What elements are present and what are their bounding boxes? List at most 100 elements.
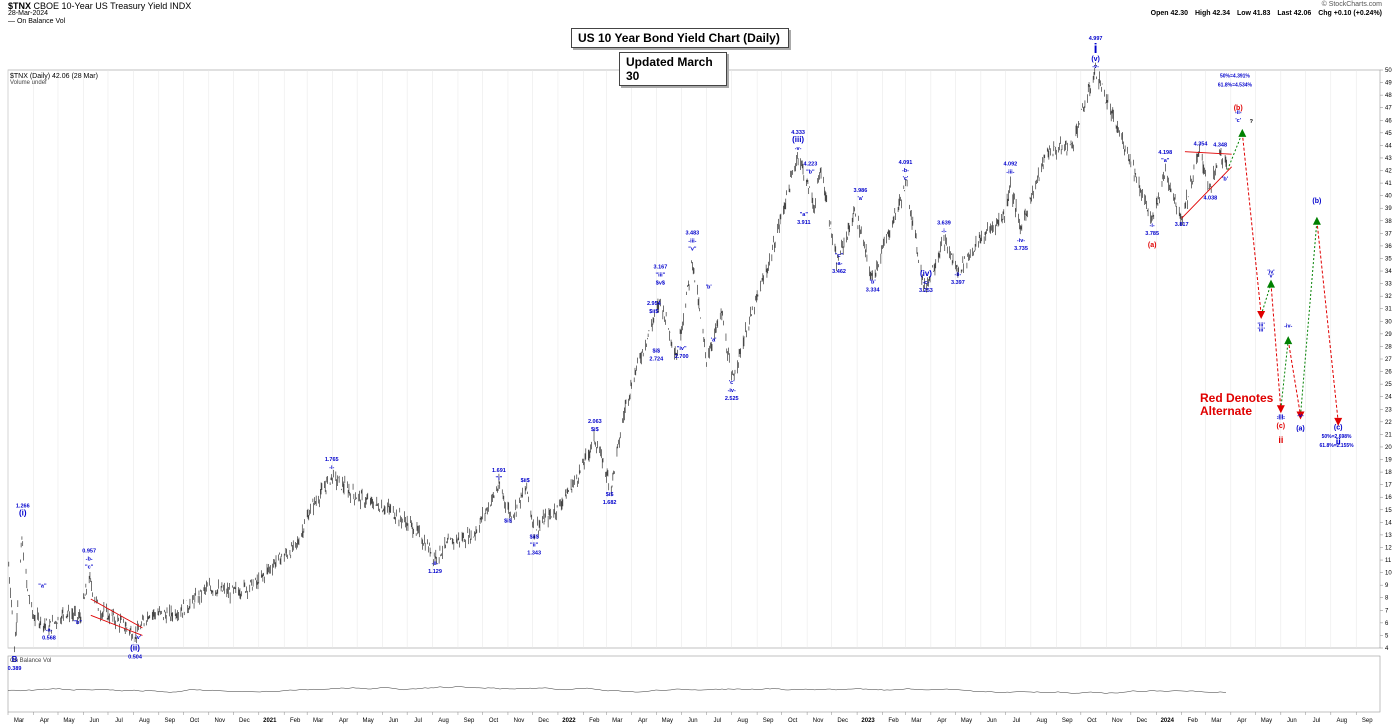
y-tick-label: 27: [1385, 357, 1392, 363]
chart-title: US 10 Year Bond Yield Chart (Daily): [571, 28, 789, 48]
peak-wave-i-label: i: [1094, 40, 1098, 56]
arrow-up-marker: [1284, 336, 1293, 345]
quote-bar: Open 42.30 High 42.34 Low 41.83 Last 42.…: [1146, 10, 1382, 17]
arrow-up-marker: [1238, 128, 1247, 137]
symbol: $TNX: [8, 1, 32, 11]
x-tick-label: Jul: [713, 718, 721, 724]
wave-label: -i-: [941, 229, 946, 235]
y-tick-label: 38: [1385, 219, 1392, 225]
wave-label: (i): [19, 508, 27, 517]
y-tick-label: 24: [1385, 395, 1392, 401]
wave-label: 2.724: [649, 357, 664, 363]
y-tick-label: 16: [1385, 495, 1392, 501]
y-tick-label: 30: [1385, 319, 1392, 325]
x-tick-label: Aug: [438, 718, 449, 724]
x-tick-label: Dec: [1137, 718, 1148, 724]
wave-label: 0.957: [82, 549, 96, 555]
wave-label: 4.348: [1213, 143, 1227, 149]
y-tick-label: 40: [1385, 194, 1392, 200]
alternate-path-c: [1270, 283, 1282, 410]
wave-label: 4.092: [1003, 161, 1017, 167]
wave-label: B: [12, 655, 18, 664]
x-tick-label: Nov: [514, 718, 525, 724]
obv-line: [7, 685, 1227, 694]
y-tick-label: 28: [1385, 344, 1392, 350]
quote-open: Open 42.30: [1150, 10, 1189, 17]
x-tick-label: Apr: [638, 718, 647, 724]
x-tick-label: Jun: [987, 718, 997, 724]
projection-up-ii: [1227, 132, 1243, 170]
wave-label: $ii$: [649, 309, 658, 315]
wave-label: "ii": [530, 543, 539, 549]
alternate-note-line-2: Alternate: [1200, 404, 1253, 418]
triangle-lower-line: [1181, 166, 1232, 219]
x-tick-label: Sep: [1062, 718, 1073, 724]
x-tick-label: Dec: [538, 718, 549, 724]
triangle-upper-line: [1184, 151, 1232, 155]
x-tick-label: May: [662, 718, 673, 724]
arrow-down-marker: [1257, 311, 1266, 320]
arrow-up-marker: [1266, 279, 1275, 288]
x-tick-label: 2021: [263, 718, 277, 724]
wave-label: 3.462: [832, 269, 846, 275]
wave-label: -v-: [795, 146, 802, 152]
label-v: -v-: [1297, 413, 1304, 419]
y-tick-label: 19: [1385, 458, 1392, 464]
y-tick-label: 18: [1385, 470, 1392, 476]
x-tick-label: Oct: [788, 718, 798, 724]
x-tick-label: Mar: [911, 718, 921, 724]
y-tick-label: 4: [1385, 646, 1389, 652]
label-iii: -iii-: [1277, 414, 1285, 420]
x-tick-label: Jul: [414, 718, 422, 724]
symbol-description: CBOE 10-Year US Treasury Yield INDX: [33, 1, 192, 11]
y-tick-label: 11: [1385, 558, 1392, 564]
projection-b-up: [1300, 220, 1318, 416]
wave-label: -a-: [836, 261, 843, 267]
x-tick-label: Nov: [813, 718, 824, 724]
x-tick-label: Jul: [115, 718, 123, 724]
alternate-note-line-1: Red Denotes: [1200, 391, 1274, 405]
legend-volume-line: Volume undef: [10, 80, 47, 86]
y-tick-label: 49: [1385, 81, 1392, 87]
wave-label: 3.639: [937, 221, 951, 227]
label-a-proj: (a): [1296, 426, 1305, 433]
wave-label: 1.691: [492, 468, 506, 474]
y-tick-label: 48: [1385, 93, 1392, 99]
wave-label: -ii-: [432, 561, 439, 567]
wave-label: $i$: [591, 427, 599, 433]
wave-label: -iii-: [1006, 169, 1014, 175]
y-tick-label: 26: [1385, 370, 1392, 376]
x-tick-label: Feb: [290, 718, 301, 724]
x-tick-label: Jun: [389, 718, 399, 724]
x-tick-label: Jul: [1013, 718, 1021, 724]
wave-label: "b": [806, 169, 815, 175]
x-tick-label: Mar: [1211, 718, 1221, 724]
x-tick-label: Sep: [1362, 718, 1373, 724]
wave-label: -c-: [923, 280, 930, 286]
peak-wave-v-label: (v): [1091, 56, 1100, 63]
wave-label: "iii": [655, 273, 665, 279]
x-tick-label: May: [1261, 718, 1272, 724]
wave-label: 3.911: [797, 220, 810, 226]
x-tick-label: 2022: [562, 718, 576, 724]
wave-label: "i": [496, 476, 503, 482]
y-tick-label: 47: [1385, 106, 1392, 112]
wave-label: -b-: [86, 557, 93, 563]
fib-lower-50: 50%=2.698%: [1322, 434, 1352, 440]
x-tick-label: May: [961, 718, 972, 724]
label-c-proj: (c): [1334, 424, 1343, 431]
chart-symbol-header: $TNX CBOE 10-Year US Treasury Yield INDX: [8, 1, 191, 11]
x-tick-label: Dec: [837, 718, 848, 724]
x-tick-label: Mar: [612, 718, 622, 724]
projection-wave-iv: [1260, 283, 1272, 316]
y-tick-label: 6: [1385, 621, 1389, 627]
wave-label: 3.735: [1014, 246, 1028, 252]
projection-iv-up: [1280, 340, 1289, 410]
y-tick-label: 31: [1385, 307, 1392, 313]
y-tick-label: 35: [1385, 256, 1392, 262]
x-tick-label: Oct: [489, 718, 499, 724]
x-tick-label: Dec: [239, 718, 250, 724]
wave-label: -b-: [902, 168, 909, 174]
arrow-down-marker: [1296, 411, 1305, 420]
y-tick-label: 42: [1385, 169, 1392, 175]
